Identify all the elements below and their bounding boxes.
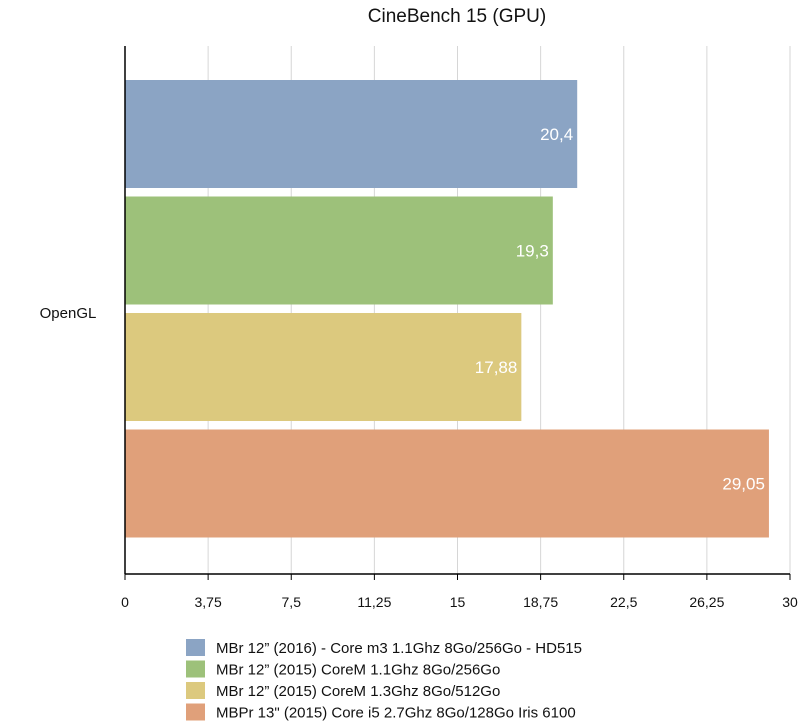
legend-swatch [186,639,205,656]
x-tick-label: 18,75 [523,594,558,610]
bar-value-label: 19,3 [516,242,549,261]
x-tick-label: 26,25 [689,594,724,610]
legend-swatch [186,660,205,678]
bar [125,80,578,188]
bar-value-label: 17,88 [475,358,518,377]
category-label: OpenGL [40,305,97,322]
bars: 20,4 19,3 17,88 29,05 [125,80,769,538]
category-labels: OpenGL [40,305,97,322]
bar [125,313,522,421]
x-tick-label: 3,75 [195,594,222,610]
legend-entry: MBr 12” (2016) - Core m3 1.1Ghz 8Go/256G… [216,640,582,657]
legend-entry: MBr 12” (2015) CoreM 1.3Ghz 8Go/512Go [216,683,500,700]
bar-value-label: 20,4 [540,125,573,144]
x-tick-label: 7,5 [282,594,302,610]
legend-swatch [186,703,205,721]
bar [125,429,769,538]
x-tick-label: 22,5 [610,594,637,610]
bar-value-label: 29,05 [722,475,765,494]
legend-entry: MBr 12” (2015) CoreM 1.1Ghz 8Go/256Go [216,662,500,679]
x-axis-ticks: 0 3,75 7,5 11,25 15 18,75 22,5 26,25 30 [121,574,798,610]
x-tick-label: 0 [121,594,129,610]
legend-swatch [186,682,205,699]
x-tick-label: 30 [782,594,798,610]
x-tick-label: 15 [450,594,466,610]
x-tick-label: 11,25 [357,594,391,610]
legend: MBr 12” (2016) - Core m3 1.1Ghz 8Go/256G… [186,639,582,722]
chart-title: CineBench 15 (GPU) [368,6,546,27]
legend-entry: MBPr 13" (2015) Core i5 2.7Ghz 8Go/128Go… [216,705,576,722]
bar [125,196,553,305]
